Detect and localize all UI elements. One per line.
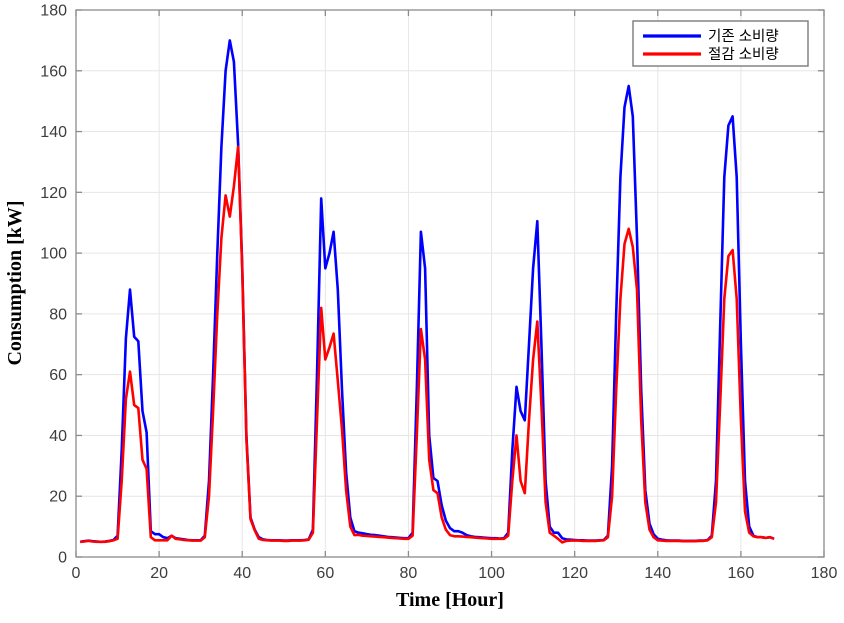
y-tick-labels: 0 20 40 60 80 100 120 140 160 180 xyxy=(40,3,67,567)
y-tick-label-40: 40 xyxy=(49,428,67,445)
y-tick-label-160: 160 xyxy=(40,63,67,80)
x-tick-label-0: 0 xyxy=(72,565,81,582)
y-tick-label-20: 20 xyxy=(49,489,67,506)
x-tick-labels: 0 20 40 60 80 100 120 140 160 180 xyxy=(72,565,838,582)
series-line-1 xyxy=(80,145,775,544)
x-tick-label-100: 100 xyxy=(478,565,505,582)
plot-border xyxy=(75,9,825,558)
legend: 기존 소비량 절감 소비량 xyxy=(632,20,809,67)
y-axis-label: Consumption [kW] xyxy=(4,200,26,365)
y-tick-label-60: 60 xyxy=(49,367,67,384)
x-tick-label-160: 160 xyxy=(728,565,755,582)
legend-box xyxy=(632,20,809,67)
gridlines xyxy=(76,10,824,557)
legend-label-reduced-consumption: 절감 소비량 xyxy=(708,46,779,63)
tick-marks xyxy=(75,9,825,558)
x-tick-label-60: 60 xyxy=(316,565,334,582)
x-tick-label-140: 140 xyxy=(644,565,671,582)
series-lines xyxy=(80,39,775,544)
y-tick-label-0: 0 xyxy=(58,550,67,567)
y-tick-label-120: 120 xyxy=(40,185,67,202)
x-tick-label-80: 80 xyxy=(400,565,418,582)
x-axis-label: Time [Hour] xyxy=(396,589,504,611)
y-tick-label-140: 140 xyxy=(40,124,67,141)
legend-label-existing-consumption: 기존 소비량 xyxy=(708,28,779,45)
x-tick-label-120: 120 xyxy=(561,565,588,582)
y-tick-label-180: 180 xyxy=(40,3,67,20)
y-tick-label-100: 100 xyxy=(40,246,67,263)
y-tick-label-80: 80 xyxy=(49,306,67,323)
x-tick-label-180: 180 xyxy=(811,565,838,582)
series-line-0 xyxy=(80,39,775,544)
x-tick-label-40: 40 xyxy=(233,565,251,582)
x-tick-label-20: 20 xyxy=(150,565,168,582)
